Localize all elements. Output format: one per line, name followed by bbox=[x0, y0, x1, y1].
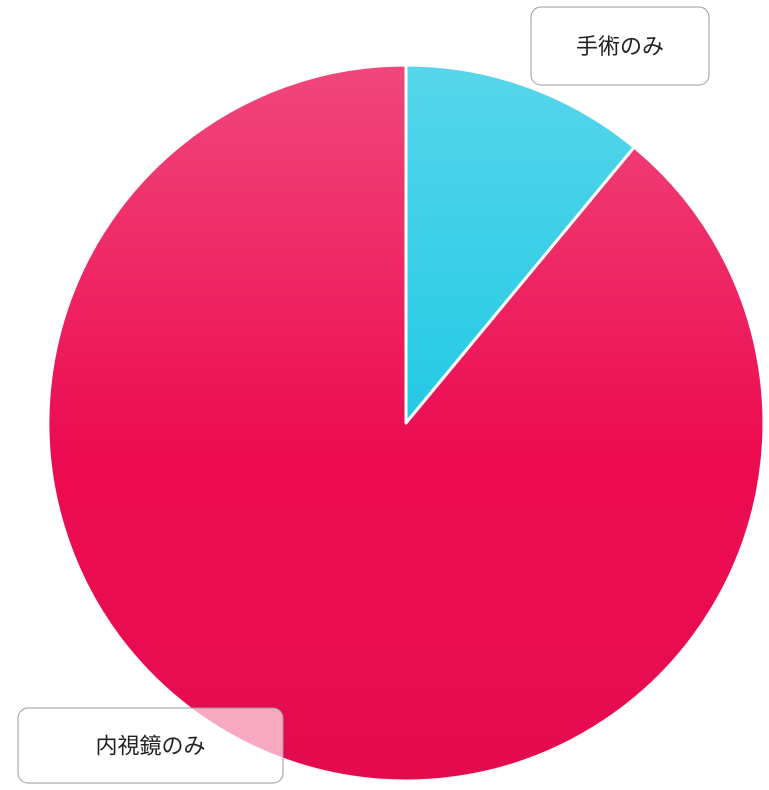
slice-label: 手術のみ bbox=[576, 35, 664, 60]
slice-label: 内視鏡のみ bbox=[95, 735, 205, 760]
label-box bbox=[530, 6, 710, 86]
pie-slice bbox=[46, 63, 766, 783]
pie bbox=[46, 63, 766, 783]
label-box bbox=[17, 707, 284, 784]
